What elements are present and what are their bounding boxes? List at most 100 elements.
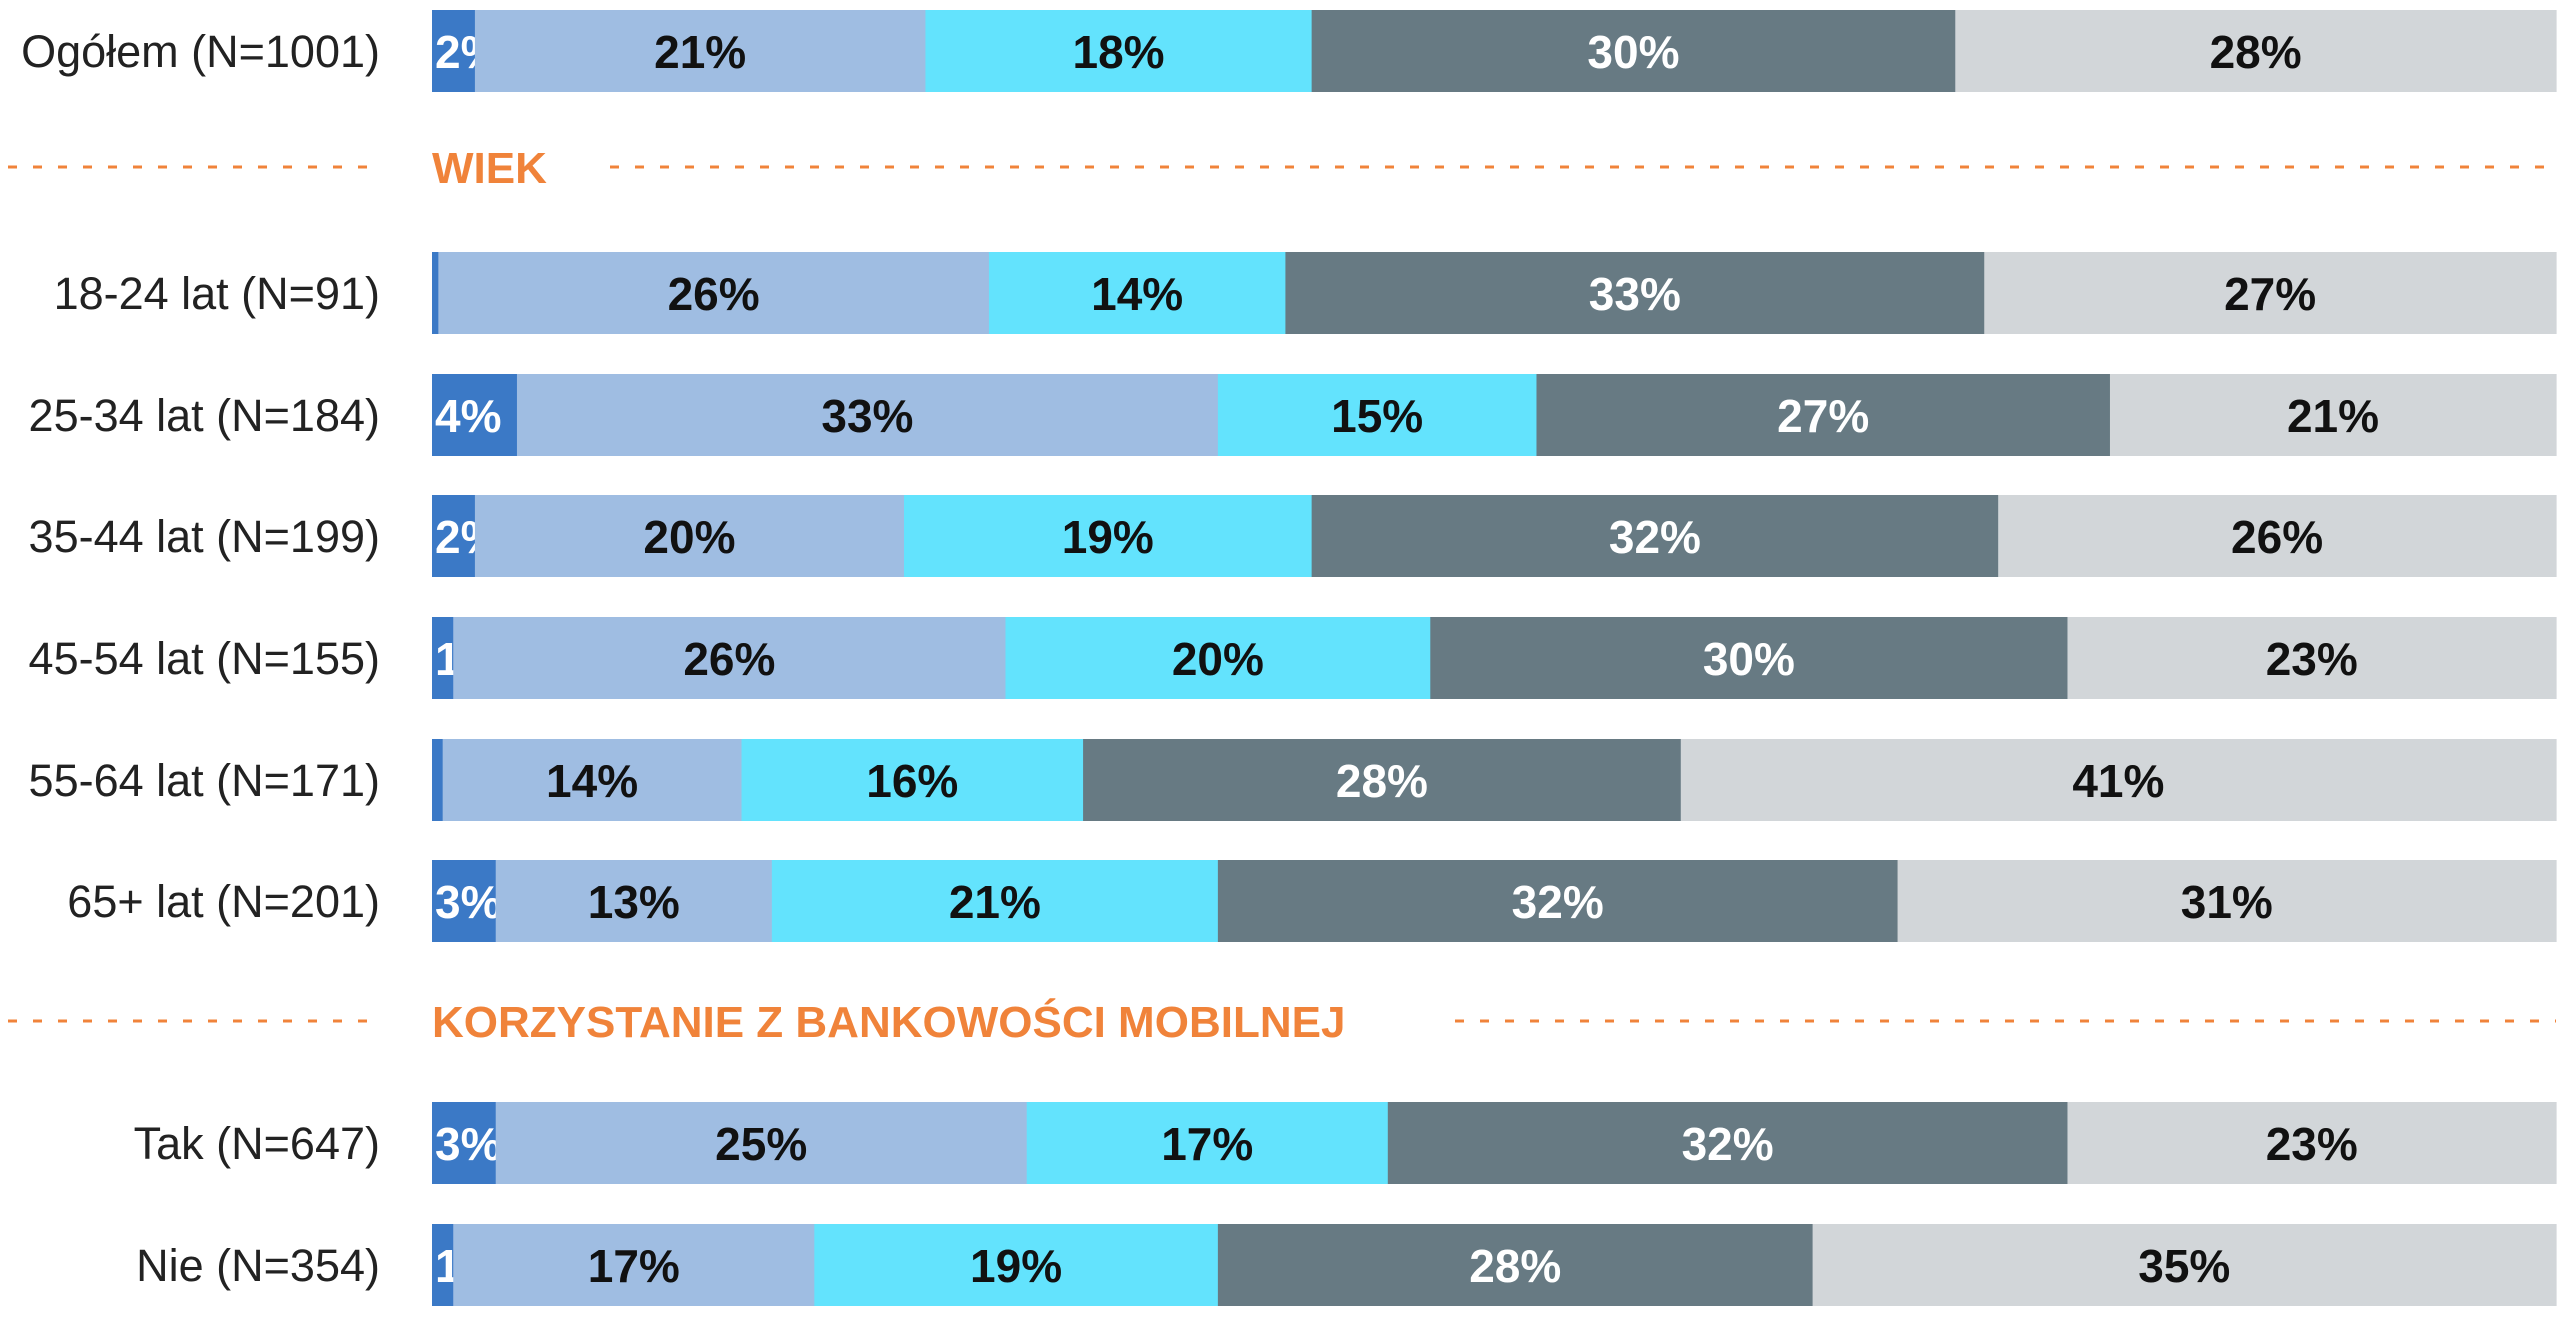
- bar-segment: [1217, 374, 1538, 456]
- bar-segment: [1680, 739, 2557, 821]
- bar-value-label: 3%: [435, 876, 501, 928]
- bar-value-label: 30%: [1587, 26, 1679, 78]
- bar-segment: [925, 10, 1313, 92]
- bar-segment: [432, 10, 476, 92]
- bar-segment: [432, 739, 444, 821]
- bar-segment: [1026, 1102, 1389, 1184]
- bar-segment: [432, 617, 454, 699]
- bar-segment: [495, 860, 773, 942]
- bar-value-label: 28%: [1469, 1240, 1561, 1292]
- row-label: 35-44 lat (N=199): [29, 511, 380, 562]
- bar-value-label: 32%: [1512, 876, 1604, 928]
- bar-row: 25-34 lat (N=184) 4% 33% 15% 27% 21%: [29, 374, 2557, 456]
- bar-value-label: 28%: [1336, 755, 1428, 807]
- bar-segment: [1285, 252, 1985, 334]
- row-label: Nie (N=354): [136, 1240, 380, 1291]
- bar-segment: [1311, 10, 1956, 92]
- bar-value-label: 15%: [1331, 390, 1423, 442]
- bar-row: 45-54 lat (N=155)1%26%20%30%23%: [29, 617, 2557, 699]
- bar-segment: [988, 252, 1287, 334]
- bar-row: Nie (N=354)1%17%19%28%35%: [136, 1224, 2557, 1306]
- section-title: KORZYSTANIE Z BANKOWOŚCI MOBILNEJ: [432, 997, 1345, 1047]
- bar-segment: [904, 495, 1313, 577]
- bar-value-label: 25%: [715, 1118, 807, 1170]
- bar-segment: [1998, 495, 2557, 577]
- row-label: 55-64 lat (N=171): [29, 755, 380, 806]
- row-label: 65+ lat (N=201): [67, 876, 380, 927]
- row-label: Tak (N=647): [134, 1118, 380, 1169]
- bar-value-label: 33%: [821, 390, 913, 442]
- bar-value-label: 41%: [2072, 755, 2164, 807]
- bar-row: 18-24 lat (N=91) 26% 14% 33% 27%: [54, 252, 2557, 334]
- bar-value-label: 13%: [588, 876, 680, 928]
- bar-value-label: 16%: [866, 755, 958, 807]
- bar-value-label: 17%: [588, 1240, 680, 1292]
- bar-segment: [1897, 860, 2557, 942]
- bar-segment: [1430, 617, 2069, 699]
- bar-value-label: 21%: [2287, 390, 2379, 442]
- bar-segment: [516, 374, 1219, 456]
- row-label: 25-34 lat (N=184): [29, 390, 380, 441]
- bar-segment: [1217, 860, 1899, 942]
- row-label: Ogółem (N=1001): [21, 26, 380, 77]
- bar-segment: [1217, 1224, 1814, 1306]
- bar-value-label: 26%: [2231, 511, 2323, 563]
- bar-value-label: 26%: [683, 633, 775, 685]
- bar-value-label: 28%: [2210, 26, 2302, 78]
- bar-row: 35-44 lat (N=199) 2% 20% 19% 32% 26%: [29, 495, 2557, 577]
- bar-value-label: 26%: [668, 268, 760, 320]
- bar-value-label: 17%: [1161, 1118, 1253, 1170]
- bar-value-label: 3%: [435, 1118, 501, 1170]
- bar-segment: [1083, 739, 1682, 821]
- bar-segment: [2109, 374, 2557, 456]
- bar-segment: [2067, 1102, 2557, 1184]
- bar-value-label: 23%: [2266, 633, 2358, 685]
- bar-value-label: 32%: [1682, 1118, 1774, 1170]
- bar-segment: [1984, 252, 2557, 334]
- bar-segment: [453, 1224, 815, 1306]
- bar-segment: [474, 10, 927, 92]
- bar-value-label: 21%: [654, 26, 746, 78]
- bar-segment: [432, 495, 476, 577]
- bar-row: Tak (N=647) 3% 25% 17% 32% 23%: [134, 1102, 2557, 1184]
- bar-value-label: 14%: [546, 755, 638, 807]
- bar-value-label: 33%: [1589, 268, 1681, 320]
- bar-value-label: 35%: [2138, 1240, 2230, 1292]
- bar-value-label: 19%: [970, 1240, 1062, 1292]
- section-header: WIEK: [8, 144, 2556, 193]
- bar-segment: [442, 739, 743, 821]
- bar-segment: [432, 1224, 454, 1306]
- bar-value-label: 18%: [1073, 26, 1165, 78]
- bar-segment: [495, 1102, 1028, 1184]
- bar-segment: [1955, 10, 2557, 92]
- bar-segment: [1311, 495, 1999, 577]
- bar-row: Ogółem (N=1001) 2% 21% 18% 30% 28%: [21, 10, 2557, 92]
- bar-segment: [741, 739, 1084, 821]
- bar-value-label: 20%: [1172, 633, 1264, 685]
- bar-segment: [453, 617, 1007, 699]
- row-label: 45-54 lat (N=155): [29, 633, 380, 684]
- bar-value-label: 31%: [2181, 876, 2273, 928]
- bar-segment: [771, 860, 1219, 942]
- bar-segment: [1005, 617, 1431, 699]
- bar-segment: [432, 252, 439, 334]
- bar-segment: [432, 1102, 497, 1184]
- bar-segment: [474, 495, 905, 577]
- bar-segment: [432, 860, 497, 942]
- bar-value-label: 4%: [435, 390, 501, 442]
- section-header: KORZYSTANIE Z BANKOWOŚCI MOBILNEJ: [8, 997, 2556, 1047]
- row-label: 18-24 lat (N=91): [54, 268, 380, 319]
- bar-value-label: 19%: [1062, 511, 1154, 563]
- bar-value-label: 27%: [2224, 268, 2316, 320]
- bar-value-label: 32%: [1609, 511, 1701, 563]
- bar-segment: [814, 1224, 1219, 1306]
- bar-value-label: 27%: [1777, 390, 1869, 442]
- bar-segment: [1536, 374, 2111, 456]
- bar-segment: [432, 374, 518, 456]
- bar-value-label: 20%: [643, 511, 735, 563]
- bar-value-label: 23%: [2266, 1118, 2358, 1170]
- bar-value-label: 14%: [1091, 268, 1183, 320]
- bar-value-label: 30%: [1703, 633, 1795, 685]
- bar-value-label: 21%: [949, 876, 1041, 928]
